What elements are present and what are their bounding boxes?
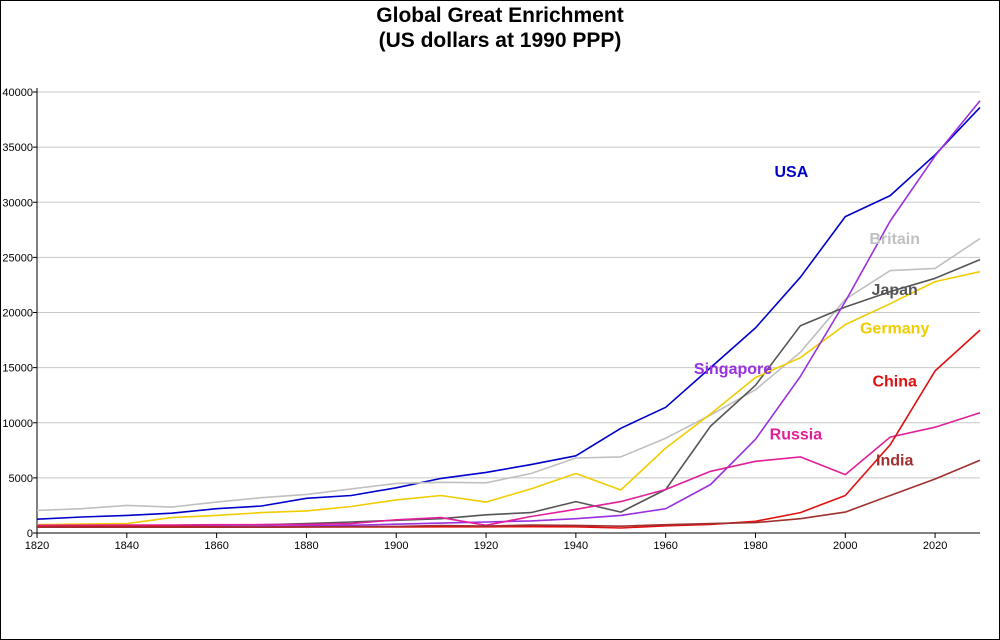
x-tick-label: 2020 bbox=[923, 540, 947, 552]
x-tick-label: 1820 bbox=[25, 540, 49, 552]
series-label-india: India bbox=[876, 453, 913, 470]
series-label-germany: Germany bbox=[860, 320, 929, 337]
gridlines bbox=[37, 91, 980, 479]
chart-title-block: Global Great Enrichment (US dollars at 1… bbox=[0, 3, 1000, 53]
series-line-britain bbox=[36, 237, 981, 512]
y-tick-label: 30000 bbox=[2, 197, 33, 209]
series-label-singapore: Singapore bbox=[694, 361, 772, 378]
x-tick-label: 1920 bbox=[474, 540, 498, 552]
y-tick-label: 0 bbox=[27, 528, 33, 540]
x-tick-label: 2000 bbox=[833, 540, 857, 552]
series-label-britain: Britain bbox=[869, 231, 920, 248]
x-tick-label: 1900 bbox=[384, 540, 408, 552]
series-line-india bbox=[37, 459, 981, 529]
y-tick-label: 35000 bbox=[2, 142, 33, 154]
y-tick-label: 25000 bbox=[2, 252, 33, 264]
chart-subtitle: (US dollars at 1990 PPP) bbox=[378, 29, 622, 52]
axes bbox=[36, 88, 980, 534]
y-tick-label: 15000 bbox=[2, 363, 33, 375]
chart-title: Global Great Enrichment bbox=[376, 4, 624, 27]
x-tick-label: 1980 bbox=[743, 540, 767, 552]
y-tick-label: 5000 bbox=[9, 473, 33, 485]
series-line-singapore bbox=[37, 100, 981, 528]
x-tick-label: 1960 bbox=[653, 540, 677, 552]
series-label-japan: Japan bbox=[872, 282, 918, 299]
series-label-china: China bbox=[872, 373, 917, 390]
series-line-russia bbox=[36, 412, 981, 527]
series-line-germany bbox=[36, 270, 981, 526]
series-labels: USA Britain Japan Germany Singapore Russia Chi… bbox=[694, 164, 930, 470]
y-tick-label: 10000 bbox=[2, 418, 33, 430]
x-axis-ticks: 1820 1840 1860 1880 1900 1920 1940 1960 1980 2000… bbox=[25, 533, 947, 552]
series-line-usa bbox=[36, 106, 981, 520]
series-label-russia: Russia bbox=[770, 426, 823, 443]
series-label-usa: USA bbox=[775, 164, 809, 181]
x-tick-label: 1880 bbox=[294, 540, 318, 552]
series-line-japan bbox=[36, 258, 981, 527]
x-tick-label: 1940 bbox=[564, 540, 588, 552]
y-tick-label: 40000 bbox=[2, 87, 33, 99]
x-tick-label: 1860 bbox=[204, 540, 228, 552]
y-axis-ticks: 0 5000 10000 15000 20000 25000 30000 35000 40000 bbox=[2, 87, 37, 540]
x-tick-label: 1840 bbox=[115, 540, 139, 552]
series-lines bbox=[36, 100, 981, 529]
y-tick-label: 20000 bbox=[2, 308, 33, 320]
series-line-china bbox=[37, 329, 981, 529]
